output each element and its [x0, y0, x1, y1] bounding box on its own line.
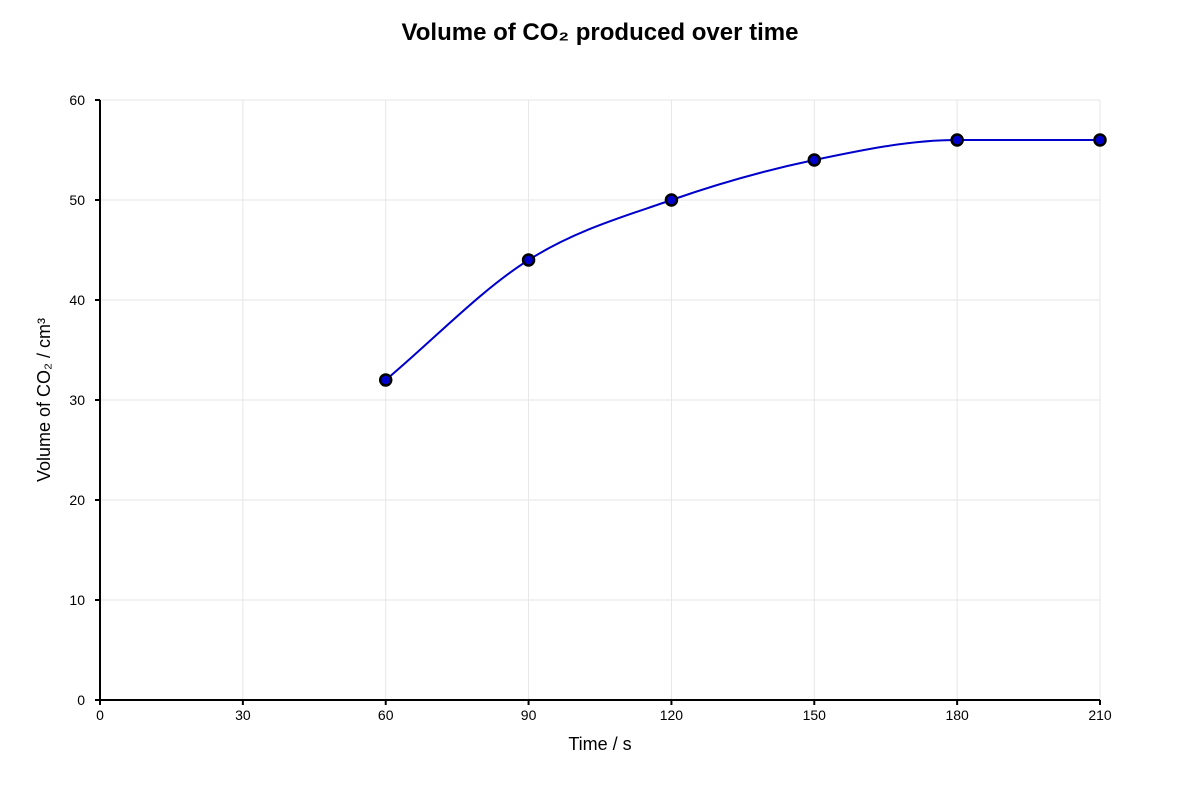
x-tick-label: 90 [521, 707, 537, 723]
series-line [385, 138, 1100, 381]
data-point [807, 153, 822, 167]
x-tick-label: 120 [660, 707, 684, 723]
x-tick-label: 180 [945, 707, 969, 723]
x-tick-label: 210 [1088, 707, 1112, 723]
y-axis-label: Volume of CO₂ / cm³ [34, 318, 54, 482]
data-point [1093, 133, 1107, 147]
x-axis-label: Time / s [568, 734, 631, 754]
y-tick-label: 60 [69, 92, 85, 108]
chart-title: Volume of CO₂ produced over time [402, 19, 799, 46]
y-tick-label: 30 [69, 392, 85, 408]
y-tick-label: 50 [69, 192, 85, 208]
data-point [950, 133, 964, 147]
data-point [664, 193, 679, 207]
x-tick-label: 150 [803, 707, 827, 723]
x-tick-label: 60 [378, 707, 394, 723]
x-tick-label: 0 [96, 707, 104, 723]
y-tick-label: 0 [77, 692, 85, 708]
y-tick-label: 20 [69, 492, 85, 508]
grid-layer [100, 99, 1101, 700]
data-point [521, 253, 536, 267]
series-layer [378, 133, 1107, 387]
x-tick-label: 30 [235, 707, 251, 723]
y-tick-label: 10 [69, 592, 85, 608]
tick-layer: 0 30 60 90 120 150 180 210 0 10 20 30 40 50 60 [69, 92, 1111, 723]
data-point [378, 373, 393, 387]
y-tick-label: 40 [69, 292, 85, 308]
